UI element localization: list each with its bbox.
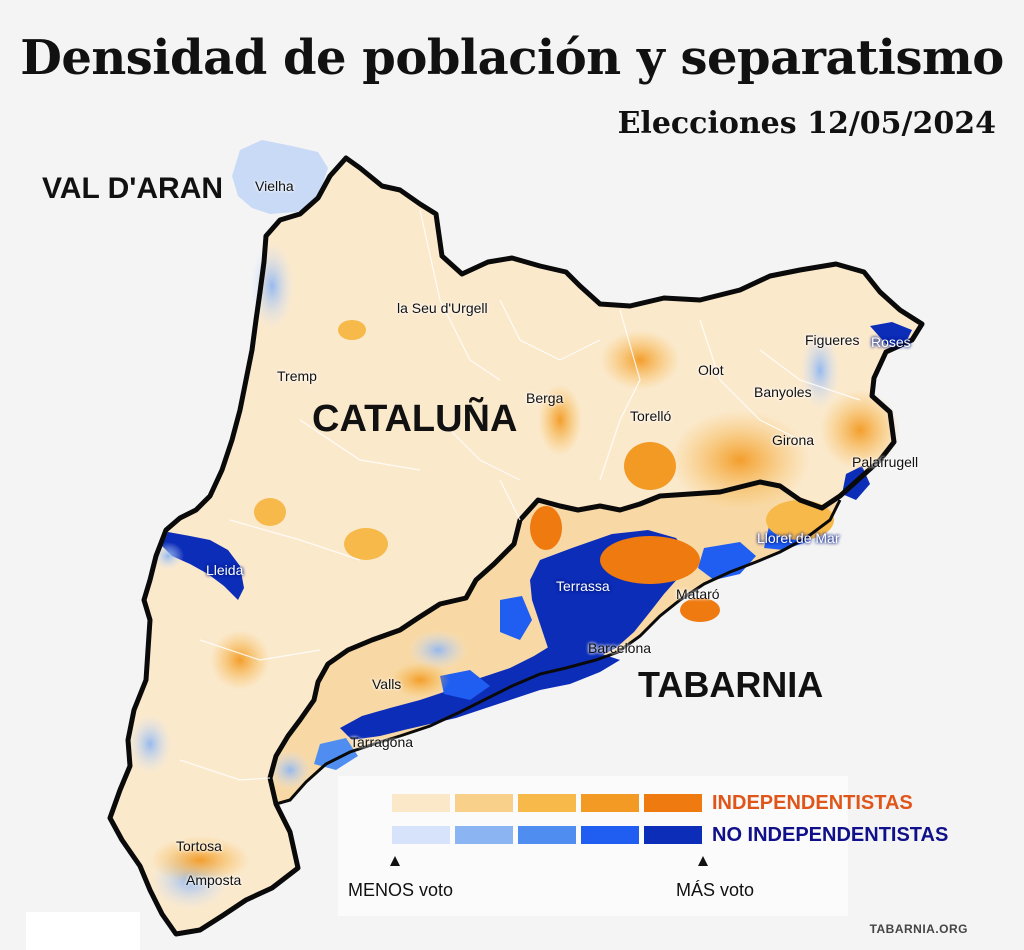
city-label-olot: Olot <box>698 362 724 378</box>
legend-no-independentistas-swatch-2 <box>455 826 513 844</box>
cataluna-outline <box>107 155 925 937</box>
comarca-borders <box>179 209 861 781</box>
independentist-clusters <box>150 320 900 884</box>
legend-independentistas-swatch-4 <box>581 794 639 812</box>
arrow-up-icon <box>390 856 400 866</box>
corner-panel <box>26 912 140 950</box>
legend-independentistas-scale <box>392 794 702 812</box>
city-label-tortosa: Tortosa <box>176 838 222 854</box>
legend-menos-voto: MENOS voto <box>348 880 454 900</box>
city-label-vielha: Vielha <box>255 178 294 194</box>
val-daran-area <box>232 140 328 214</box>
city-label-barcelona: Barcelona <box>588 640 652 656</box>
city-label-lleida: Lleida <box>206 562 244 578</box>
city-label-roses: Roses <box>871 334 911 350</box>
map-subtitle: Elecciones 12/05/2024 <box>617 106 996 141</box>
legend-independentistas-swatch-1 <box>392 794 450 812</box>
credit-label: TABARNIA.ORG <box>869 922 968 936</box>
arrow-up-icon <box>698 856 708 866</box>
legend-mas-voto: MÁS voto <box>676 880 755 900</box>
legend-label-independentistas: INDEPENDENTISTAS <box>712 792 913 814</box>
city-label-seu-urgell: la Seu d'Urgell <box>397 300 488 316</box>
legend-no-independentistas-swatch-4 <box>581 826 639 844</box>
map-title: Densidad de población y separatismo <box>20 30 1004 86</box>
city-label-berga: Berga <box>526 390 564 406</box>
legend-independentistas-swatch-3 <box>518 794 576 812</box>
city-label-torello: Torelló <box>630 408 672 424</box>
legend-no-independentistas-scale <box>392 826 702 844</box>
city-label-palafrugell: Palafrugell <box>852 454 919 470</box>
region-label-tabarnia: TABARNIA <box>638 664 824 705</box>
legend-label-no-independentistas: NO INDEPENDENTISTAS <box>712 824 949 846</box>
city-label-valls: Valls <box>372 676 402 692</box>
legend-independentistas-swatch-5 <box>644 794 702 812</box>
city-label-tremp: Tremp <box>277 368 317 384</box>
city-label-banyoles: Banyoles <box>754 384 812 400</box>
legend-no-independentistas-swatch-1 <box>392 826 450 844</box>
legend-no-independentistas-swatch-5 <box>644 826 702 844</box>
legend-no-independentistas-swatch-3 <box>518 826 576 844</box>
cataluna-area <box>110 158 922 934</box>
city-label-amposta: Amposta <box>186 872 242 888</box>
city-label-terrassa: Terrassa <box>556 578 610 594</box>
city-label-lloret-de-mar: Lloret de Mar <box>757 530 840 546</box>
city-label-mataro: Mataró <box>676 586 720 602</box>
region-label-val-daran: VAL D'ARAN <box>42 172 224 205</box>
region-label-cataluna: CATALUÑA <box>312 398 518 440</box>
tabarnia-outline <box>275 499 842 806</box>
city-label-figueres: Figueres <box>805 332 860 348</box>
city-label-girona: Girona <box>772 432 815 448</box>
legend-independentistas-swatch-2 <box>455 794 513 812</box>
city-label-tarragona: Tarragona <box>350 734 414 750</box>
